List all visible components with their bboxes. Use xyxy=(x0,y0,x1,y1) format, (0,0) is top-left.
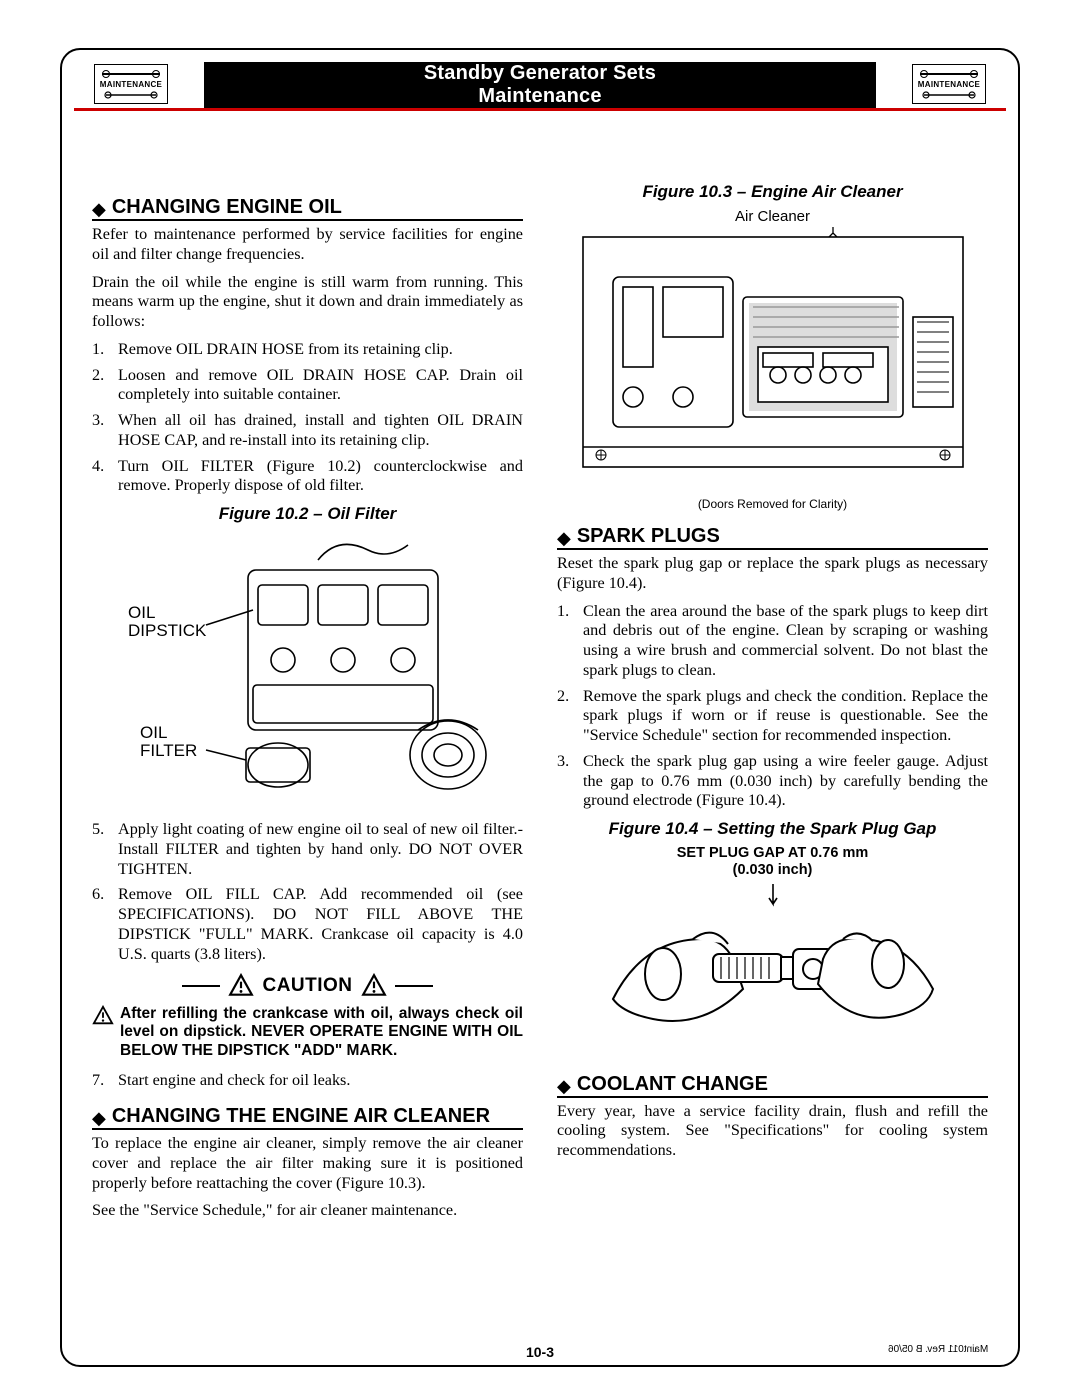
paragraph: Reset the spark plug gap or replace the … xyxy=(557,554,988,594)
step: When all oil has drained, install and ti… xyxy=(92,411,523,451)
paragraph: Drain the oil while the engine is still … xyxy=(92,273,523,332)
badge-label: MAINTENANCE xyxy=(918,80,980,89)
maintenance-badge-right: MAINTENANCE xyxy=(912,64,986,104)
badge-label: MAINTENANCE xyxy=(100,80,162,89)
caution-body: After refilling the crankcase with oil, … xyxy=(92,1005,523,1062)
figure-note: (Doors Removed for Clarity) xyxy=(557,497,988,511)
section-heading-oil: ◆ CHANGING ENGINE OIL xyxy=(92,196,523,221)
section-title: SPARK PLUGS xyxy=(577,525,720,548)
section-heading-aircleaner: ◆ CHANGING THE ENGINE AIR CLEANER xyxy=(92,1105,523,1130)
oil-filter-diagram: OIL DIPSTICK OIL FILTER xyxy=(118,530,498,810)
plug-gap-label-l2: (0.030 inch) xyxy=(557,862,988,879)
step: Turn OIL FILTER (Figure 10.2) counterclo… xyxy=(92,457,523,497)
step: Check the spark plug gap using a wire fe… xyxy=(557,752,988,811)
plug-gap-label-l1: SET PLUG GAP AT 0.76 mm xyxy=(557,845,988,862)
figure-10-3 xyxy=(557,227,988,487)
diamond-icon: ◆ xyxy=(557,528,571,549)
diamond-icon: ◆ xyxy=(92,1108,106,1129)
filter-label: FILTER xyxy=(140,741,197,760)
header-line1: Standby Generator Sets xyxy=(424,62,656,85)
figure-caption-10-3: Figure 10.3 – Engine Air Cleaner xyxy=(557,182,988,202)
figure-caption-10-2: Figure 10.2 – Oil Filter xyxy=(92,504,523,524)
figure-caption-10-4: Figure 10.4 – Setting the Spark Plug Gap xyxy=(557,819,988,839)
steps-list-c: Start engine and check for oil leaks. xyxy=(92,1071,523,1091)
wrench-icon xyxy=(920,69,978,79)
section-title: CHANGING THE ENGINE AIR CLEANER xyxy=(112,1105,490,1128)
body-columns: ◆ CHANGING ENGINE OIL Refer to maintenan… xyxy=(62,126,1018,1239)
paragraph: Refer to maintenance performed by servic… xyxy=(92,225,523,265)
caution-label: CAUTION xyxy=(262,975,352,997)
wrench-icon xyxy=(920,90,978,100)
caution-text: After refilling the crankcase with oil, … xyxy=(120,1005,523,1062)
maintenance-badge-left: MAINTENANCE xyxy=(94,64,168,104)
diamond-icon: ◆ xyxy=(92,199,106,220)
step: Remove OIL FILL CAP. Add recommended oil… xyxy=(92,885,523,964)
step: Remove OIL DRAIN HOSE from its retaining… xyxy=(92,340,523,360)
right-column: Figure 10.3 – Engine Air Cleaner Air Cle… xyxy=(557,182,988,1229)
figure-10-2: OIL DIPSTICK OIL FILTER xyxy=(92,530,523,810)
steps-list-spark: Clean the area around the base of the sp… xyxy=(557,602,988,812)
diamond-icon: ◆ xyxy=(557,1076,571,1097)
caution-rule xyxy=(182,985,220,987)
caution-banner: CAUTION xyxy=(92,973,523,999)
filter-label: OIL xyxy=(140,723,167,742)
left-column: ◆ CHANGING ENGINE OIL Refer to maintenan… xyxy=(92,182,523,1229)
page-frame: MAINTENANCE Standby Generator Sets Maint… xyxy=(60,48,1020,1367)
air-cleaner-label: Air Cleaner xyxy=(557,208,988,225)
paragraph: Every year, have a service facility drai… xyxy=(557,1102,988,1161)
step: Clean the area around the base of the sp… xyxy=(557,602,988,681)
header-line2: Maintenance xyxy=(478,85,601,108)
air-cleaner-diagram xyxy=(573,227,973,487)
section-heading-spark: ◆ SPARK PLUGS xyxy=(557,525,988,550)
step: Start engine and check for oil leaks. xyxy=(92,1071,523,1091)
section-title: CHANGING ENGINE OIL xyxy=(112,196,342,219)
warning-triangle-icon xyxy=(361,973,387,999)
steps-list-a: Remove OIL DRAIN HOSE from its retaining… xyxy=(92,340,523,496)
section-heading-coolant: ◆ COOLANT CHANGE xyxy=(557,1073,988,1098)
wrench-icon xyxy=(102,69,160,79)
footer: 10-3 Maint011 Rev. B 05/06 xyxy=(92,1344,988,1355)
step: Apply light coating of new engine oil to… xyxy=(92,820,523,879)
section-title: COOLANT CHANGE xyxy=(577,1073,768,1096)
page: MAINTENANCE Standby Generator Sets Maint… xyxy=(0,0,1080,1397)
caution-rule xyxy=(395,985,433,987)
revision-mark: Maint011 Rev. B 05/06 xyxy=(888,1344,988,1355)
paragraph: To replace the engine air cleaner, simpl… xyxy=(92,1134,523,1193)
wrench-icon xyxy=(102,90,160,100)
warning-triangle-icon xyxy=(92,1005,114,1027)
dipstick-label: DIPSTICK xyxy=(128,621,207,640)
paragraph: See the "Service Schedule," for air clea… xyxy=(92,1201,523,1221)
steps-list-b: Apply light coating of new engine oil to… xyxy=(92,820,523,964)
spark-plug-diagram xyxy=(593,879,953,1059)
dipstick-label: OIL xyxy=(128,603,155,622)
header-accent-line xyxy=(74,108,1006,111)
header-title-bar: Standby Generator Sets Maintenance xyxy=(204,62,876,108)
page-number: 10-3 xyxy=(526,1344,554,1360)
figure-10-4 xyxy=(557,879,988,1059)
warning-triangle-icon xyxy=(228,973,254,999)
step: Remove the spark plugs and check the con… xyxy=(557,687,988,746)
step: Loosen and remove OIL DRAIN HOSE CAP. Dr… xyxy=(92,366,523,406)
header: MAINTENANCE Standby Generator Sets Maint… xyxy=(74,62,1006,126)
